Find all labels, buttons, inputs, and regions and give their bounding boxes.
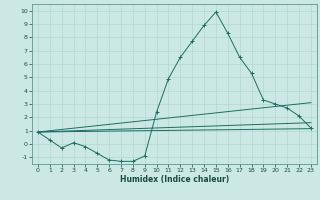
X-axis label: Humidex (Indice chaleur): Humidex (Indice chaleur) [120,175,229,184]
